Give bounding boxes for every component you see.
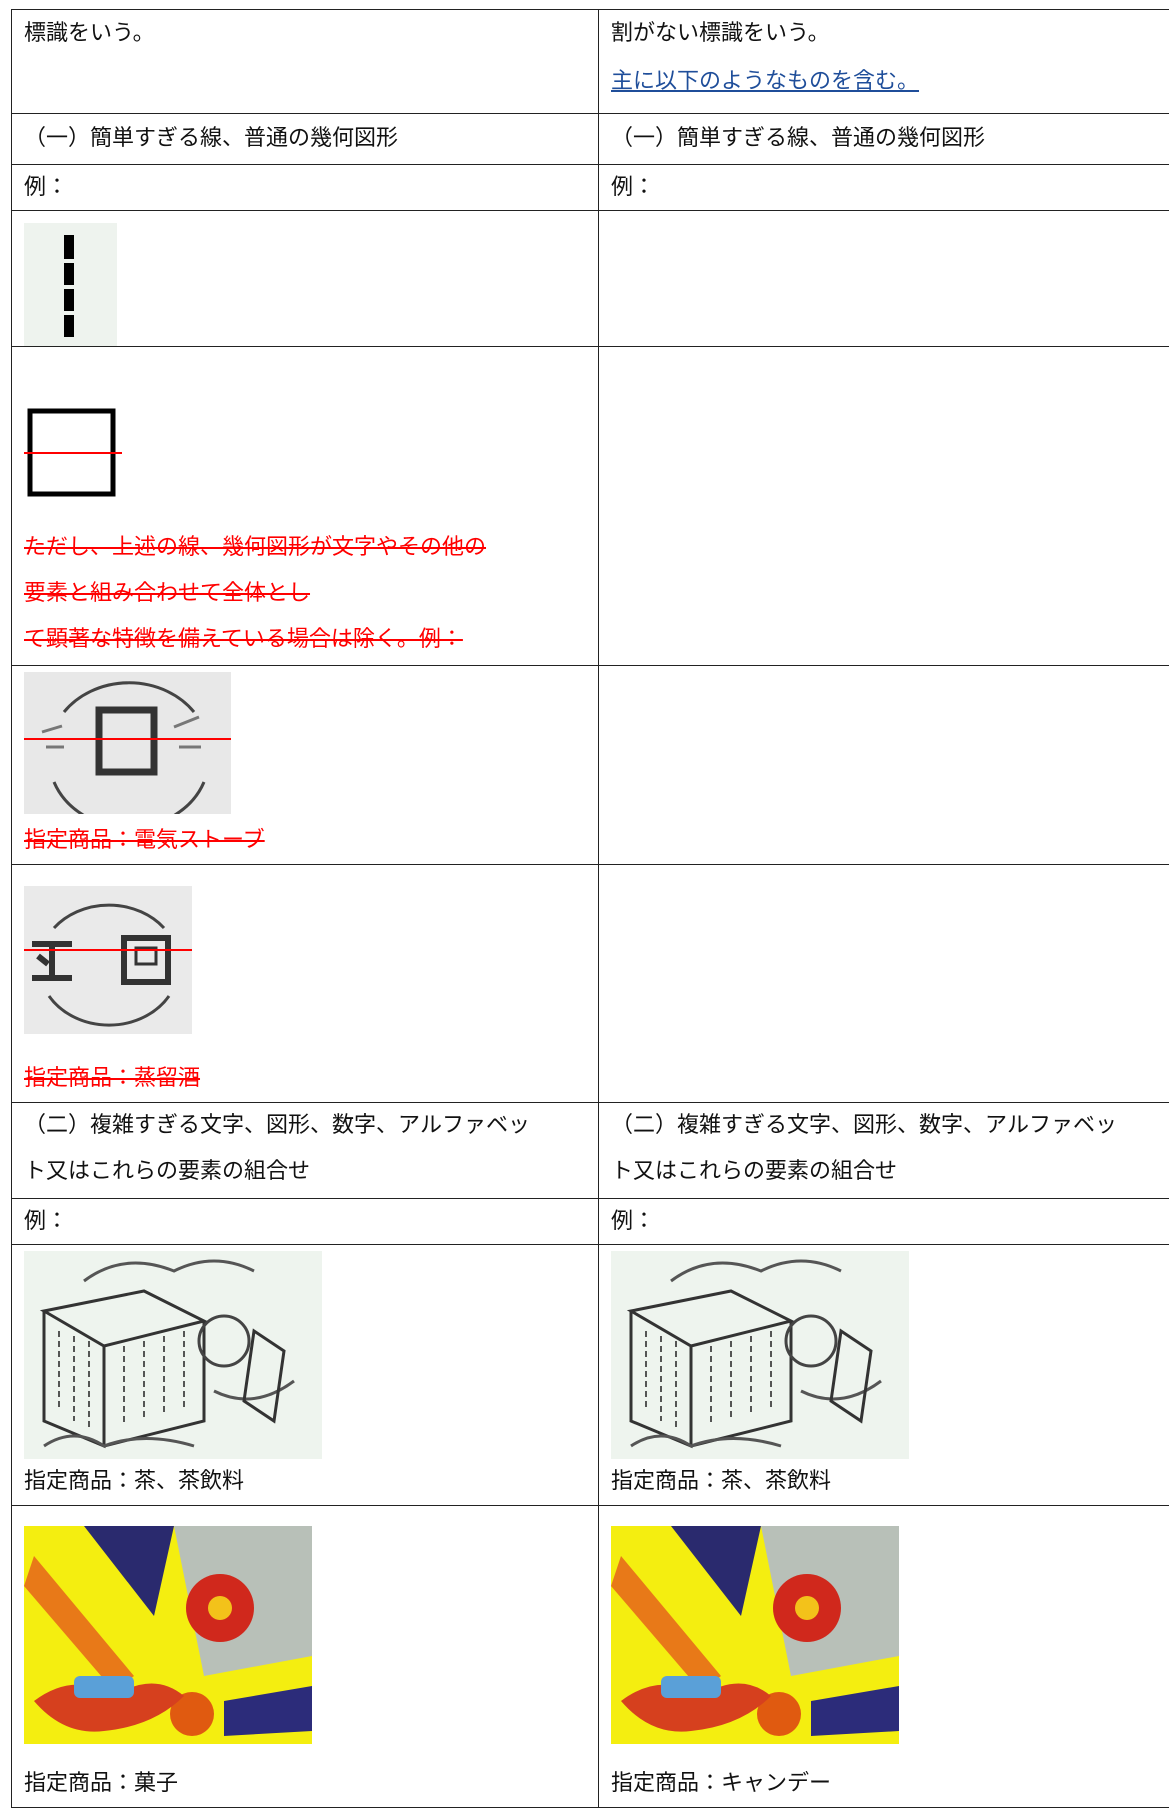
text: ト又はこれらの要素の組合せ: [611, 1149, 1169, 1195]
cell: 指定商品：茶、茶飲料: [12, 1245, 599, 1506]
cell: 標識をいう。: [12, 10, 599, 114]
text: （一）簡単すぎる線、普通の幾何図形: [611, 114, 1169, 164]
cell: 例：: [599, 1199, 1169, 1245]
row: 指定商品：茶、茶飲料 指定商品：茶、茶飲料: [12, 1245, 1169, 1506]
example-image: [12, 365, 122, 525]
cell: 指定商品：電気ストーブ: [12, 666, 599, 865]
text: 例：: [24, 1199, 586, 1244]
cell: （一）簡単すぎる線、普通の幾何図形: [599, 114, 1169, 165]
example-image: [24, 223, 117, 346]
cell: 例：: [12, 1199, 599, 1245]
row: 指定商品：電気ストーブ: [12, 666, 1169, 865]
text: 例：: [611, 1199, 1169, 1244]
cell: 例：: [599, 165, 1169, 211]
text: （一）簡単すぎる線、普通の幾何図形: [24, 114, 586, 164]
struck-text: 指定商品：蒸留酒: [24, 1056, 586, 1102]
page: {"table": {"rows": [ {"left": ["標識をいう。"]…: [0, 0, 1169, 1753]
example-image: [611, 1526, 899, 1744]
struck-text: 指定商品：電気ストーブ: [24, 818, 586, 864]
row: 指定商品：菓子 指定商品：キャンデー: [12, 1506, 1169, 1808]
text: 例：: [24, 165, 586, 210]
cell: 割がない標識をいう。主に以下のようなものを含む。: [599, 10, 1169, 114]
text: （二）複雑すぎる文字、図形、数字、アルファベッ: [611, 1103, 1169, 1149]
row: （二）複雑すぎる文字、図形、数字、アルファベット又はこれらの要素の組合せ （二）…: [12, 1103, 1169, 1199]
example-image: [24, 1251, 322, 1459]
row: 指定商品：蒸留酒: [12, 865, 1169, 1103]
struck-text: 要素と組み合わせて全体とし: [24, 571, 586, 617]
text: 指定商品：キャンデー: [611, 1761, 1169, 1807]
cell: （二）複雑すぎる文字、図形、数字、アルファベット又はこれらの要素の組合せ: [599, 1103, 1169, 1199]
cell: [599, 211, 1169, 347]
example-image: [24, 672, 231, 814]
row: ただし、上述の線、幾何図形が文字やその他の 要素と組み合わせて全体とし て顕著な…: [12, 347, 1169, 666]
text: 標識をいう。: [24, 10, 586, 58]
comparison-table: 標識をいう。 割がない標識をいう。主に以下のようなものを含む。 （一）簡単すぎる…: [11, 9, 1169, 1808]
cell: [599, 666, 1169, 865]
cell: （一）簡単すぎる線、普通の幾何図形: [12, 114, 599, 165]
cell: 例：: [12, 165, 599, 211]
text: 指定商品：菓子: [24, 1761, 586, 1807]
cell: [599, 347, 1169, 666]
cell: ただし、上述の線、幾何図形が文字やその他の 要素と組み合わせて全体とし て顕著な…: [12, 347, 599, 666]
example-image: [24, 886, 192, 1034]
cell: 指定商品：菓子: [12, 1506, 599, 1808]
cell: 指定商品：キャンデー: [599, 1506, 1169, 1808]
struck-text: て顕著な特徴を備えている場合は除く。例：: [24, 617, 586, 663]
cell: 指定商品：茶、茶飲料: [599, 1245, 1169, 1506]
text: ト又はこれらの要素の組合せ: [24, 1149, 586, 1195]
text: （二）複雑すぎる文字、図形、数字、アルファベッ: [24, 1103, 586, 1149]
text: 指定商品：茶、茶飲料: [24, 1459, 586, 1505]
text: 割がない標識をいう。: [611, 10, 1169, 58]
row: [12, 211, 1169, 347]
struck-text: ただし、上述の線、幾何図形が文字やその他の: [24, 525, 586, 571]
row: 例： 例：: [12, 1199, 1169, 1245]
row: 標識をいう。 割がない標識をいう。主に以下のようなものを含む。: [12, 10, 1169, 114]
row: （一）簡単すぎる線、普通の幾何図形 （一）簡単すぎる線、普通の幾何図形: [12, 114, 1169, 165]
cell: （二）複雑すぎる文字、図形、数字、アルファベット又はこれらの要素の組合せ: [12, 1103, 599, 1199]
cell: [599, 865, 1169, 1103]
example-image: [611, 1251, 909, 1459]
text: 指定商品：茶、茶飲料: [611, 1459, 1169, 1505]
text: 例：: [611, 165, 1169, 210]
cell: 指定商品：蒸留酒: [12, 865, 599, 1103]
cell: [12, 211, 599, 347]
document: 標識をいう。 割がない標識をいう。主に以下のようなものを含む。 （一）簡単すぎる…: [0, 0, 1169, 1753]
example-image: [24, 1526, 312, 1744]
link[interactable]: 主に以下のようなものを含む。: [611, 69, 919, 94]
row: 例： 例：: [12, 165, 1169, 211]
